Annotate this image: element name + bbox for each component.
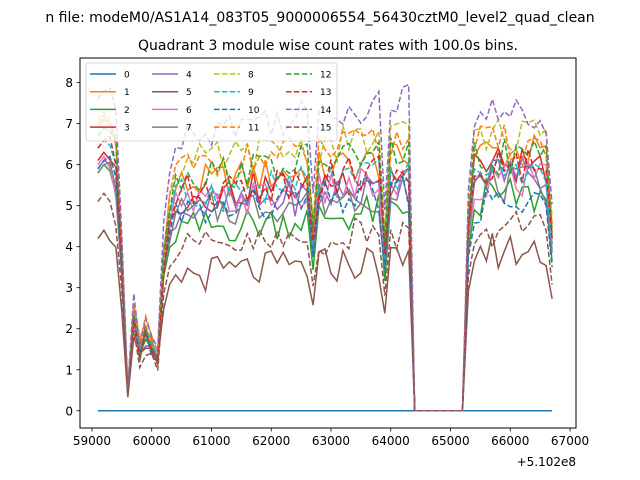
y-tick-label: 7 bbox=[65, 117, 73, 131]
x-tick-label: 63000 bbox=[312, 434, 350, 448]
series-line-10 bbox=[97, 155, 553, 412]
y-tick-label: 1 bbox=[65, 363, 73, 377]
legend-label-2: 2 bbox=[124, 106, 130, 116]
x-tick-label: 64000 bbox=[372, 434, 410, 448]
legend-label-0: 0 bbox=[124, 71, 130, 81]
chart-title: Quadrant 3 module wise count rates with … bbox=[138, 38, 518, 54]
y-tick-label: 3 bbox=[65, 281, 73, 295]
x-axis: 59000 60000 61000 62000 63000 64000 65000 66000… bbox=[73, 428, 589, 448]
series-line-14 bbox=[97, 83, 553, 412]
legend-label-9: 9 bbox=[248, 88, 254, 98]
y-axis: 0 1 2 3 4 5 6 7 8 bbox=[65, 76, 80, 418]
x-tick-label: 62000 bbox=[252, 434, 290, 448]
y-tick-label: 2 bbox=[65, 322, 73, 336]
x-tick-label: 61000 bbox=[192, 434, 230, 448]
x-tick-label: 59000 bbox=[73, 434, 111, 448]
series-line-1 bbox=[97, 118, 553, 412]
figure-suptitle: n file: modeM0/AS1A14_083T05_9000006554_… bbox=[45, 10, 594, 26]
plot-lines bbox=[97, 83, 553, 412]
legend-label-13: 13 bbox=[320, 88, 331, 98]
legend-box bbox=[85, 62, 338, 142]
y-tick-label: 0 bbox=[65, 404, 73, 418]
legend-label-5: 5 bbox=[186, 88, 192, 98]
legend-label-15: 15 bbox=[320, 124, 331, 134]
x-tick-label: 60000 bbox=[133, 434, 171, 448]
series-line-13 bbox=[97, 135, 553, 412]
legend-label-12: 12 bbox=[320, 71, 331, 81]
legend-label-14: 14 bbox=[320, 106, 332, 116]
legend-label-10: 10 bbox=[248, 106, 260, 116]
x-tick-label: 65000 bbox=[431, 434, 469, 448]
legend-label-1: 1 bbox=[124, 88, 130, 98]
y-tick-label: 5 bbox=[65, 199, 73, 213]
legend-label-8: 8 bbox=[248, 71, 254, 81]
x-tick-label: 67000 bbox=[551, 434, 589, 448]
series-line-5 bbox=[97, 228, 553, 412]
legend-label-7: 7 bbox=[186, 124, 192, 134]
x-axis-offset-label: +5.102e8 bbox=[517, 455, 576, 469]
legend-label-11: 11 bbox=[248, 124, 259, 134]
legend-label-6: 6 bbox=[186, 106, 192, 116]
x-tick-label: 66000 bbox=[491, 434, 529, 448]
series-line-15 bbox=[97, 192, 553, 412]
legend-label-4: 4 bbox=[186, 71, 192, 81]
y-tick-label: 4 bbox=[65, 240, 73, 254]
series-line-12 bbox=[97, 126, 553, 412]
legend-label-3: 3 bbox=[124, 124, 130, 134]
y-tick-label: 6 bbox=[65, 158, 73, 172]
axes-frame bbox=[79, 57, 577, 429]
y-tick-label: 8 bbox=[65, 76, 73, 90]
series-line-11 bbox=[97, 114, 553, 412]
